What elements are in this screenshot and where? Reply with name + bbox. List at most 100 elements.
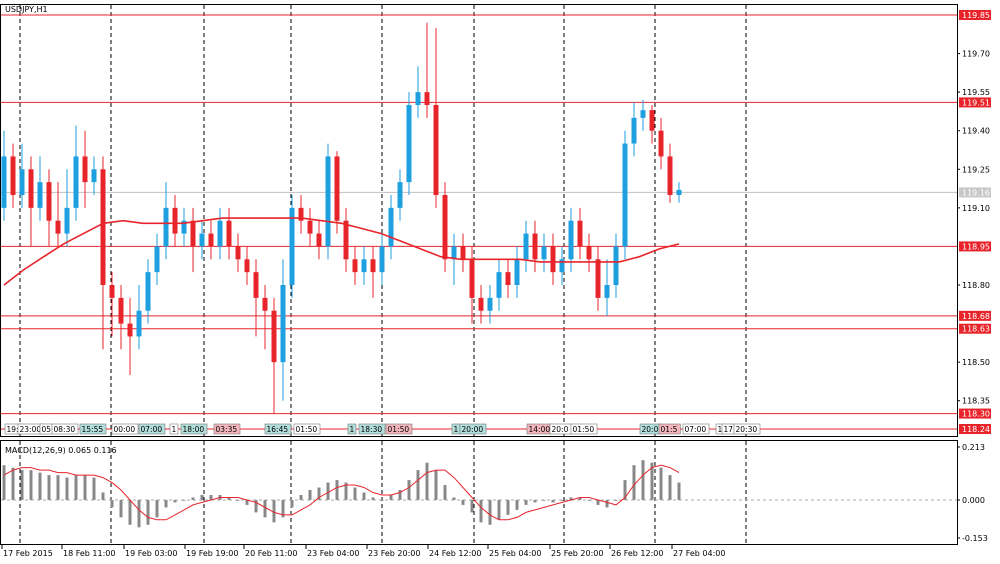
candle bbox=[244, 246, 250, 285]
time-axis: 17 Feb 2015 18 Feb 11:00 19 Feb 03:00 19 Fe… bbox=[1, 545, 725, 558]
candle-body bbox=[100, 169, 106, 285]
candle bbox=[262, 285, 268, 350]
event-tag: 20:0 bbox=[639, 423, 662, 435]
candle-body bbox=[262, 297, 268, 311]
candle bbox=[100, 156, 106, 350]
candle bbox=[352, 246, 358, 285]
candle-body bbox=[460, 246, 466, 260]
macd-bar bbox=[650, 462, 654, 500]
time-tick-label: 18 Feb 11:00 bbox=[63, 549, 115, 558]
macd-bar bbox=[443, 485, 447, 500]
candle bbox=[370, 246, 376, 298]
macd-bar bbox=[137, 499, 141, 528]
macd-bar bbox=[524, 499, 528, 505]
event-tag-label: 20:0 bbox=[642, 425, 659, 434]
candle-body bbox=[208, 233, 214, 247]
candle bbox=[397, 169, 403, 221]
candle bbox=[73, 125, 79, 221]
event-tag-label: 05 bbox=[42, 425, 52, 434]
level-badge bbox=[959, 310, 991, 321]
event-tag-box bbox=[347, 423, 357, 435]
event-tag: 18:30 bbox=[358, 423, 386, 435]
event-tag-label: 01:50 bbox=[573, 425, 595, 434]
price-tick-label: 119.10 bbox=[962, 204, 990, 213]
candle bbox=[109, 272, 115, 337]
candle-body bbox=[649, 110, 655, 131]
candle-body bbox=[163, 207, 169, 247]
candle bbox=[388, 195, 394, 260]
event-tag: 01:50 bbox=[293, 423, 321, 435]
event-tag: 03:35 bbox=[213, 423, 241, 435]
candle bbox=[19, 143, 25, 208]
event-tag-label: 08:30 bbox=[54, 425, 76, 434]
macd-bar bbox=[263, 499, 267, 518]
candle-body bbox=[586, 246, 592, 260]
macd-histogram bbox=[2, 460, 681, 528]
macd-bar bbox=[506, 499, 510, 515]
price-pane: 19: 23:00 05 08:30 15:55 00:00 07:00 1 18:00 03:3… bbox=[1, 5, 957, 436]
event-tag-box bbox=[385, 423, 413, 435]
candle bbox=[658, 117, 664, 170]
macd-bar bbox=[11, 467, 15, 500]
time-tick-label: 19 Feb 03:00 bbox=[125, 549, 177, 558]
macd-bar bbox=[272, 499, 276, 523]
candle-body bbox=[568, 220, 574, 260]
macd-tick-label: 0.000 bbox=[962, 496, 985, 505]
time-tick-label: 24 Feb 12:00 bbox=[429, 549, 481, 558]
event-tag: 05 bbox=[39, 423, 53, 435]
level-label: 119.51 bbox=[962, 98, 990, 107]
macd-bar bbox=[344, 482, 348, 500]
level-label: 118.68 bbox=[962, 312, 990, 321]
macd-bar bbox=[641, 460, 645, 500]
candle bbox=[559, 246, 565, 285]
candle-body bbox=[172, 207, 178, 234]
level-label: 118.30 bbox=[962, 410, 990, 419]
macd-bar bbox=[56, 475, 60, 500]
macd-bar bbox=[452, 497, 456, 500]
time-tick-label: 25 Feb 04:00 bbox=[489, 549, 541, 558]
candle bbox=[451, 233, 457, 285]
candle-body bbox=[253, 272, 259, 298]
candle-body bbox=[325, 156, 331, 247]
event-tag: 01:50 bbox=[570, 423, 598, 435]
macd-bar bbox=[596, 499, 600, 505]
candlesticks bbox=[1, 22, 682, 414]
candle bbox=[163, 182, 169, 260]
candle bbox=[649, 105, 655, 144]
candle bbox=[46, 169, 52, 247]
candle-body bbox=[46, 182, 52, 221]
macd-bar bbox=[191, 497, 195, 500]
event-tag-label: 1 bbox=[454, 425, 459, 434]
candle bbox=[496, 259, 502, 311]
candle-body bbox=[514, 259, 520, 285]
macd-bar bbox=[92, 477, 96, 500]
candle bbox=[343, 207, 349, 273]
candle bbox=[82, 130, 88, 208]
candle-body bbox=[307, 220, 313, 234]
price-tick-label: 118.35 bbox=[962, 397, 990, 406]
level-badge bbox=[959, 424, 991, 434]
candle bbox=[361, 246, 367, 285]
macd-bar bbox=[668, 475, 672, 500]
candle bbox=[613, 233, 619, 298]
macd-bar bbox=[155, 499, 159, 518]
candle-body bbox=[361, 259, 367, 273]
candle bbox=[586, 233, 592, 273]
event-tag-label: 17 bbox=[724, 425, 734, 434]
event-tag-box bbox=[570, 423, 598, 435]
event-tag-box bbox=[138, 423, 166, 435]
candle-body bbox=[334, 156, 340, 221]
candle-body bbox=[1, 156, 7, 208]
candle-body bbox=[199, 233, 205, 247]
macd-bar bbox=[173, 499, 177, 503]
candle-body bbox=[388, 207, 394, 247]
candle-body bbox=[442, 195, 448, 260]
macd-pane: MACD(12,26,9) 0.065 0.116 0.213 0.000 -0.1… bbox=[1, 441, 988, 544]
macd-axis: 0.213 0.000 -0.153 bbox=[957, 443, 988, 543]
event-tag-box bbox=[180, 423, 208, 435]
macd-bar bbox=[605, 499, 609, 508]
candle-body bbox=[73, 156, 79, 208]
macd-bar bbox=[614, 499, 618, 501]
price-tick-label: 118.80 bbox=[962, 281, 990, 290]
